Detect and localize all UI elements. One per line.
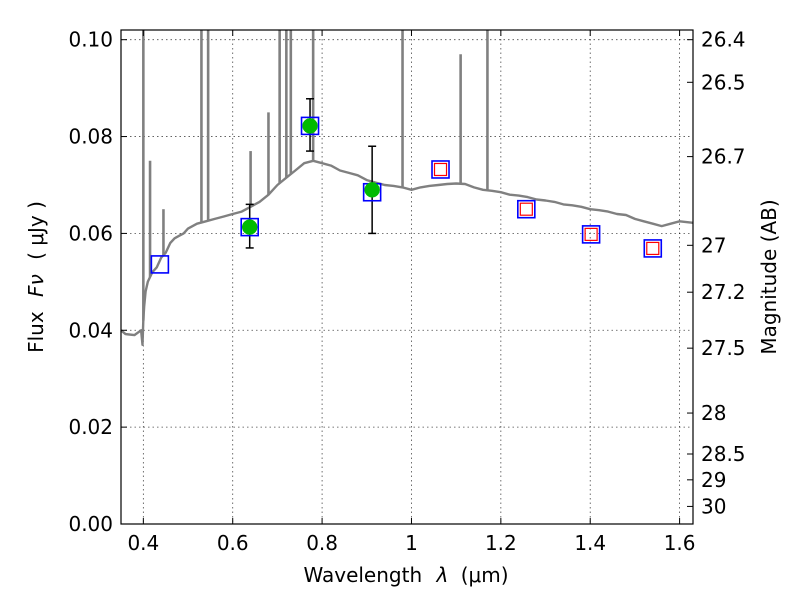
y-tick-label: 0.02 [68,415,113,439]
observed-point [364,182,380,198]
model-box-marker [240,217,259,237]
x-tick-label: 1.2 [485,531,517,555]
y-tick-label: 0.04 [68,318,113,342]
observed-point [302,118,318,134]
x-axis-label-unit: (μm) [461,563,509,587]
predicted-box-marker [433,162,448,177]
y2-tick-label: 26.5 [701,70,746,94]
x-tick-label: 0.8 [306,531,338,555]
x-tick-label: 0.6 [217,531,249,555]
model-box-marker [517,199,536,219]
model-box-marker [431,160,450,179]
y-axis-label-prefix: Flux [24,311,48,353]
model-box-marker [581,225,601,244]
y-tick-label: 0.08 [68,125,113,149]
x-axis-label: Wavelength λ (μm) [303,563,508,587]
y2-tick-label: 27 [701,233,726,257]
tick-layer: 0.4 0.6 0.8 1 1.2 1.4 1.6 0.00 0.02 0.04 0.06 0.08 0… [68,28,745,555]
y-tick-label: 0.00 [68,512,113,536]
model-spectrum [120,30,694,346]
x-tick-label: 1.6 [664,531,696,555]
y-tick-label: 0.10 [68,28,113,52]
predicted-box-marker [519,202,533,216]
x-tick-label: 1 [405,531,418,555]
observed-point [241,219,258,235]
y2-tick-label: 27.5 [701,336,746,360]
y2-tick-label: 26.4 [701,28,746,52]
x-axis-label-symbol: λ [436,563,449,587]
x-tick-label: 1.4 [574,531,606,555]
model-box-marker [643,239,663,258]
predicted-box-marker [584,227,598,241]
predicted-box-marker [646,241,660,256]
y2-tick-label: 28 [701,401,726,425]
y2-tick-label: 26.7 [701,145,746,169]
y-axis-label-symbol: Fν [24,274,48,297]
y2-tick-label: 30 [701,494,726,518]
y-axis-label-unit: ( μJy ) [24,201,48,260]
y2-tick-label: 29 [701,468,726,492]
y-tick-label: 0.06 [68,221,113,245]
y-axis-label: Flux Fν ( μJy ) [24,201,48,353]
model-spectrum-line [120,159,694,346]
y2-tick-label: 27.2 [701,280,746,304]
plot-frame [120,29,694,525]
model-box-marker [150,255,170,274]
model-box-marker [300,116,320,136]
x-tick-label: 0.4 [127,531,159,555]
y2-tick-label: 28.5 [701,442,746,466]
photometry-markers [150,98,663,274]
y2-axis-label: Magnitude (AB) [757,199,781,354]
x-axis-label-prefix: Wavelength [303,563,422,587]
